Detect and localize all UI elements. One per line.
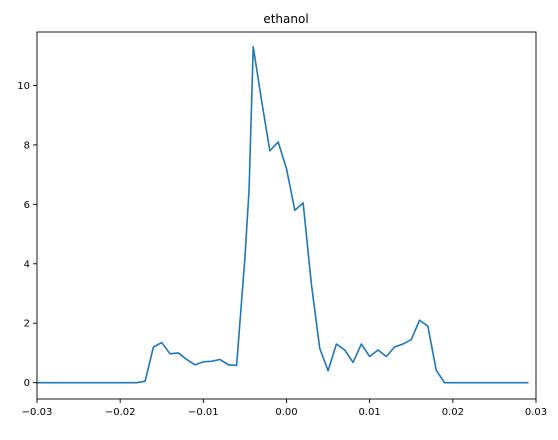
plot-area: −0.03 −0.02 −0.01 0.00 0.01 0.02 0.03 0 2 4 6 8 10 [17, 31, 547, 418]
x-tick-label: −0.02 [105, 407, 136, 418]
x-tick-label: −0.01 [188, 407, 219, 418]
y-tick-label: 10 [17, 81, 30, 92]
y-tick-label: 0 [24, 378, 30, 389]
x-tick-label: 0.00 [275, 407, 297, 418]
y-tick-label: 4 [24, 259, 30, 270]
chart-title: ethanol [263, 12, 308, 26]
y-tick-label: 6 [24, 200, 30, 211]
y-tick-label: 2 [24, 319, 30, 330]
x-tick-label: 0.01 [359, 407, 381, 418]
y-tick-label: 8 [24, 140, 30, 151]
x-tick-label: −0.03 [22, 407, 53, 418]
x-tick-label: 0.02 [442, 407, 464, 418]
x-tick-label: 0.03 [525, 407, 547, 418]
series-line-0 [36, 46, 529, 384]
